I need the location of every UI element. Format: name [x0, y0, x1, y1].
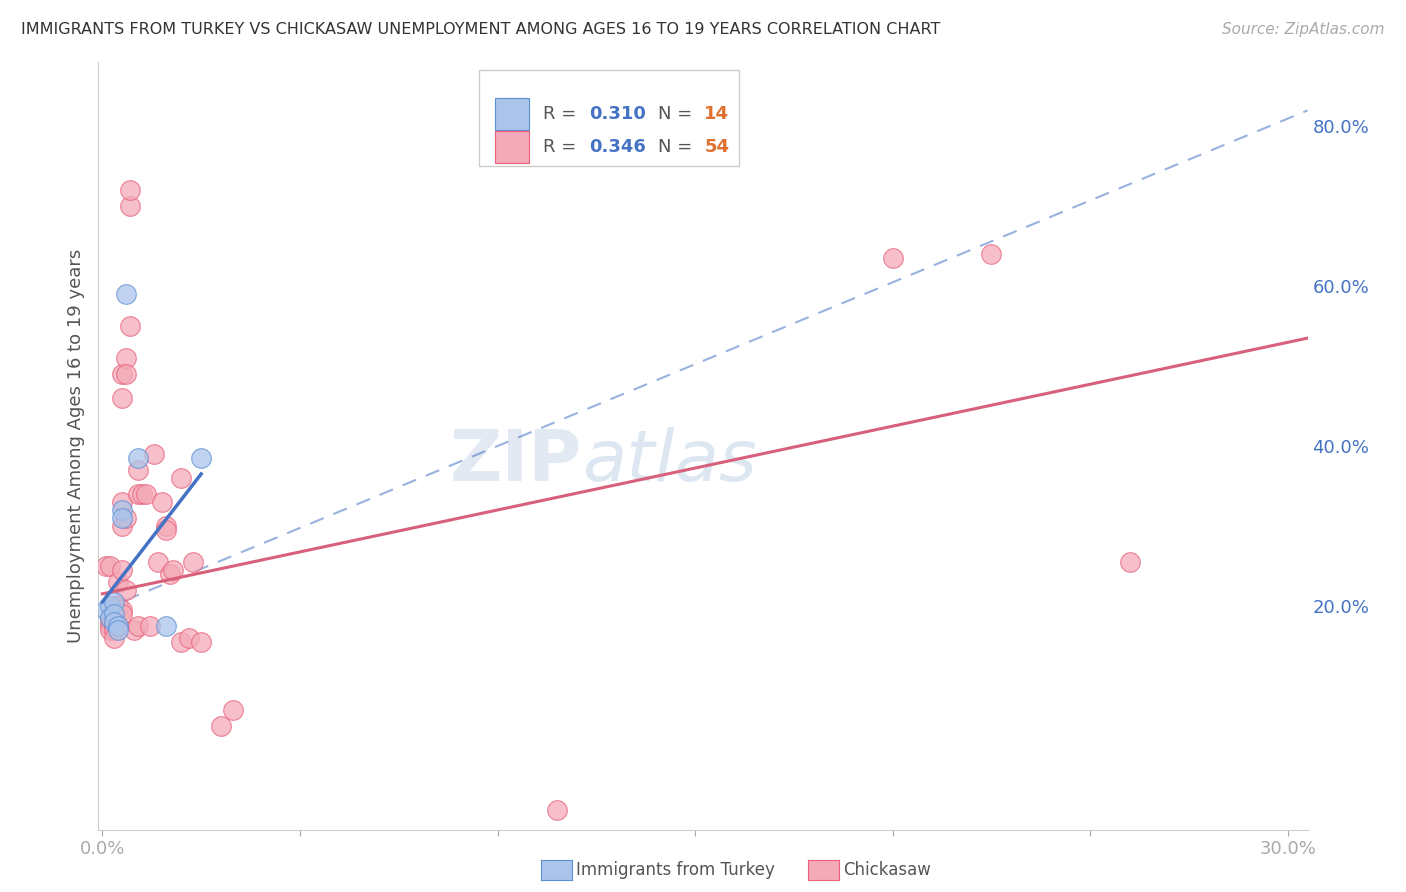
Text: ZIP: ZIP — [450, 427, 582, 496]
Point — [103, 615, 125, 629]
Text: Immigrants from Turkey: Immigrants from Turkey — [576, 861, 775, 879]
Point — [103, 607, 125, 621]
Point — [98, 619, 121, 633]
Point — [96, 558, 118, 573]
Point — [115, 367, 138, 381]
Point — [115, 287, 138, 301]
Point — [135, 487, 157, 501]
Point — [139, 619, 162, 633]
Point — [103, 619, 125, 633]
Text: 54: 54 — [704, 138, 730, 156]
Y-axis label: Unemployment Among Ages 16 to 19 years: Unemployment Among Ages 16 to 19 years — [66, 249, 84, 643]
Point — [146, 555, 169, 569]
Point — [111, 511, 134, 525]
Point — [127, 450, 149, 465]
Point — [98, 599, 121, 613]
Text: R =: R = — [543, 138, 582, 156]
Text: 0.310: 0.310 — [589, 105, 647, 123]
Point — [155, 523, 177, 537]
Point — [98, 615, 121, 629]
Point — [118, 199, 141, 213]
Point — [127, 463, 149, 477]
Point — [150, 495, 173, 509]
Point — [98, 611, 121, 625]
Point — [122, 623, 145, 637]
Text: Chickasaw: Chickasaw — [844, 861, 932, 879]
Point — [170, 634, 193, 648]
Point — [111, 519, 134, 533]
Point — [115, 511, 138, 525]
Point — [155, 619, 177, 633]
Point — [107, 574, 129, 589]
Point — [107, 623, 129, 637]
Point — [222, 703, 245, 717]
Point — [96, 603, 118, 617]
Text: N =: N = — [658, 138, 699, 156]
Point — [111, 603, 134, 617]
Point — [107, 619, 129, 633]
Point — [170, 471, 193, 485]
Point — [179, 631, 201, 645]
Point — [127, 619, 149, 633]
Text: 0.346: 0.346 — [589, 138, 647, 156]
Point — [190, 450, 212, 465]
Bar — [495, 131, 529, 163]
Point — [103, 623, 125, 637]
Point — [107, 619, 129, 633]
Point — [155, 519, 177, 533]
Point — [103, 611, 125, 625]
Point — [98, 623, 121, 637]
Point — [107, 599, 129, 613]
Point — [98, 611, 121, 625]
Text: Source: ZipAtlas.com: Source: ZipAtlas.com — [1222, 22, 1385, 37]
Point — [118, 183, 141, 197]
Point — [142, 447, 165, 461]
Text: N =: N = — [658, 105, 699, 123]
Point — [103, 595, 125, 609]
Point — [190, 634, 212, 648]
Point — [103, 631, 125, 645]
Bar — [495, 98, 529, 130]
Point — [115, 582, 138, 597]
Point — [162, 563, 184, 577]
Point — [209, 719, 232, 733]
Point — [127, 487, 149, 501]
Point — [159, 566, 181, 581]
Point — [111, 391, 134, 405]
Text: atlas: atlas — [582, 427, 756, 496]
Point — [980, 247, 1002, 261]
Point — [111, 607, 134, 621]
Point — [103, 599, 125, 613]
Point — [546, 803, 568, 817]
Point — [111, 495, 134, 509]
Point — [1119, 555, 1142, 569]
Point — [98, 558, 121, 573]
Point — [111, 563, 134, 577]
Point — [118, 319, 141, 334]
Point — [181, 555, 204, 569]
Point — [115, 351, 138, 365]
FancyBboxPatch shape — [479, 70, 740, 166]
Point — [111, 367, 134, 381]
Text: 14: 14 — [704, 105, 730, 123]
Point — [111, 503, 134, 517]
Text: IMMIGRANTS FROM TURKEY VS CHICKASAW UNEMPLOYMENT AMONG AGES 16 TO 19 YEARS CORRE: IMMIGRANTS FROM TURKEY VS CHICKASAW UNEM… — [21, 22, 941, 37]
Point — [131, 487, 153, 501]
Point — [882, 251, 904, 265]
Text: R =: R = — [543, 105, 582, 123]
